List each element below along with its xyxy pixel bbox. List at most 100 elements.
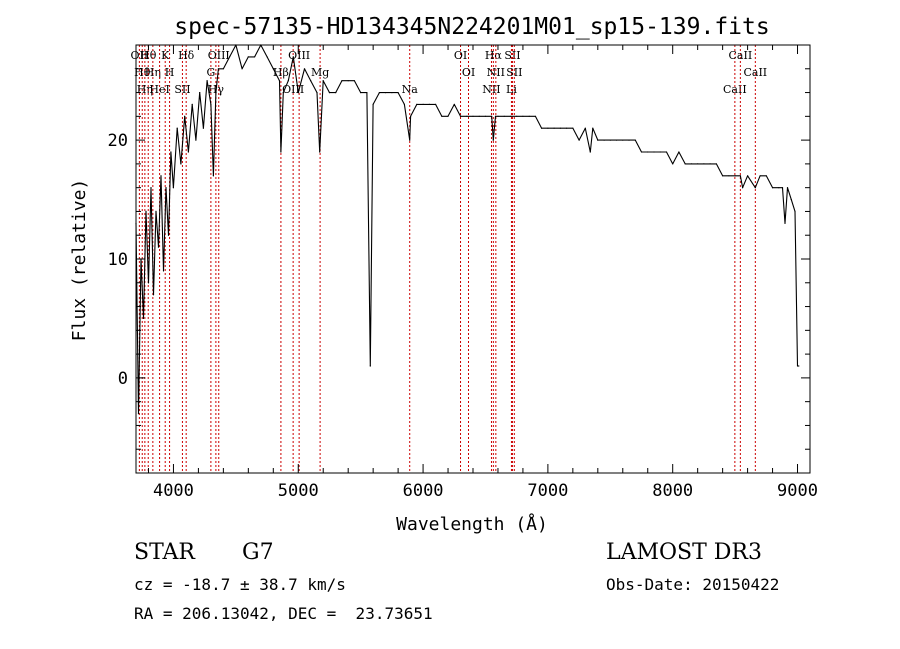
- data-point-53: [353, 80, 355, 82]
- data-point-15: [172, 187, 174, 189]
- data-point-54: [360, 92, 362, 94]
- data-point-13: [167, 234, 170, 236]
- data-point-73: [466, 115, 468, 117]
- data-point-9: [157, 246, 160, 248]
- marker-label-27: CaII: [729, 49, 753, 62]
- marker-label-0: OII: [131, 49, 149, 62]
- data-point-18: [184, 115, 186, 117]
- marker-label-3: Hθ: [140, 49, 157, 62]
- data-point-84: [522, 115, 524, 117]
- data-point-97: [597, 139, 599, 141]
- marker-label-28: CaII: [743, 66, 767, 79]
- data-point-55: [366, 92, 368, 94]
- data-point-123: [754, 187, 756, 189]
- data-point-23: [202, 127, 204, 129]
- y-tick-label-1: 10: [108, 250, 128, 270]
- marker-label-14: OIII: [282, 83, 304, 96]
- data-point-92: [572, 127, 574, 129]
- data-point-10: [160, 175, 162, 177]
- data-point-95: [589, 151, 591, 153]
- data-point-93: [578, 139, 580, 141]
- redshift-cz: cz = -18.7 ± 38.7 km/s: [134, 575, 346, 594]
- marker-label-5: HeI: [149, 83, 169, 96]
- data-point-48: [322, 80, 324, 82]
- data-point-132: [794, 210, 796, 212]
- data-point-25: [210, 103, 212, 105]
- data-point-86: [534, 115, 537, 117]
- marker-label-7: H: [165, 66, 175, 79]
- data-point-46: [316, 92, 318, 94]
- data-point-115: [709, 163, 711, 165]
- x-tick-label-4: 8000: [652, 481, 693, 501]
- data-point-42: [292, 56, 294, 58]
- data-point-37: [272, 68, 274, 70]
- data-point-112: [690, 163, 693, 165]
- data-point-51: [341, 80, 343, 82]
- data-point-100: [615, 139, 618, 141]
- data-point-6: [150, 187, 152, 189]
- data-point-64: [410, 115, 412, 117]
- data-point-59: [385, 92, 387, 94]
- data-point-4: [145, 210, 147, 212]
- data-point-65: [416, 103, 418, 105]
- data-point-27: [215, 92, 217, 94]
- data-point-19: [187, 151, 189, 153]
- data-point-103: [634, 139, 636, 141]
- series-line-flux: [135, 44, 799, 415]
- data-point-125: [765, 175, 767, 177]
- x-tick-label-2: 6000: [403, 481, 444, 501]
- data-point-14: [170, 151, 172, 153]
- axes: 4000 5000 6000 7000 8000 9000 0 10 20: [108, 44, 818, 501]
- data-point-34: [254, 56, 256, 58]
- data-point-69: [441, 115, 443, 117]
- data-point-67: [428, 103, 430, 105]
- data-point-120: [739, 175, 742, 177]
- data-point-39: [280, 151, 282, 153]
- data-point-60: [391, 92, 393, 94]
- data-point-99: [609, 139, 611, 141]
- data-point-80: [497, 115, 499, 117]
- object-type: STAR: [134, 540, 195, 565]
- data-point-130: [786, 187, 789, 189]
- data-point-57: [372, 103, 374, 105]
- data-point-24: [206, 80, 208, 82]
- y-tick-label-0: 0: [118, 369, 128, 389]
- data-point-85: [528, 115, 530, 117]
- data-point-104: [640, 151, 643, 153]
- data-point-63: [409, 139, 411, 141]
- data-point-108: [665, 151, 668, 153]
- y-axis-label: Flux (relative): [69, 179, 90, 342]
- data-point-52: [347, 80, 349, 82]
- marker-label-25: SII: [506, 66, 522, 79]
- data-point-124: [759, 175, 761, 177]
- data-point-105: [647, 151, 649, 153]
- data-point-121: [742, 187, 744, 189]
- subclass: G7: [242, 540, 274, 565]
- data-point-40: [282, 92, 284, 94]
- data-point-116: [715, 163, 718, 165]
- data-point-58: [378, 92, 380, 94]
- data-point-38: [278, 80, 281, 82]
- data-point-78: [492, 139, 494, 141]
- data-point-110: [678, 151, 680, 153]
- marker-label-16: Mg: [311, 66, 329, 79]
- data-point-32: [241, 68, 243, 70]
- observation-date: Obs-Date: 20150422: [606, 575, 780, 594]
- x-tick-label-5: 9000: [777, 481, 818, 501]
- data-point-91: [566, 127, 568, 129]
- data-point-11: [162, 270, 165, 272]
- data-point-111: [684, 163, 686, 165]
- data-point-106: [653, 151, 655, 153]
- data-point-102: [628, 139, 630, 141]
- data-point-50: [335, 92, 337, 94]
- marker-label-21: Hα: [485, 49, 503, 62]
- data-point-28: [217, 68, 219, 70]
- data-point-41: [287, 80, 289, 82]
- data-point-17: [180, 163, 182, 165]
- data-point-71: [453, 103, 455, 105]
- data-point-79: [494, 115, 497, 117]
- data-point-96: [592, 127, 594, 129]
- marker-label-18: OI: [454, 49, 467, 62]
- data-point-47: [319, 151, 321, 153]
